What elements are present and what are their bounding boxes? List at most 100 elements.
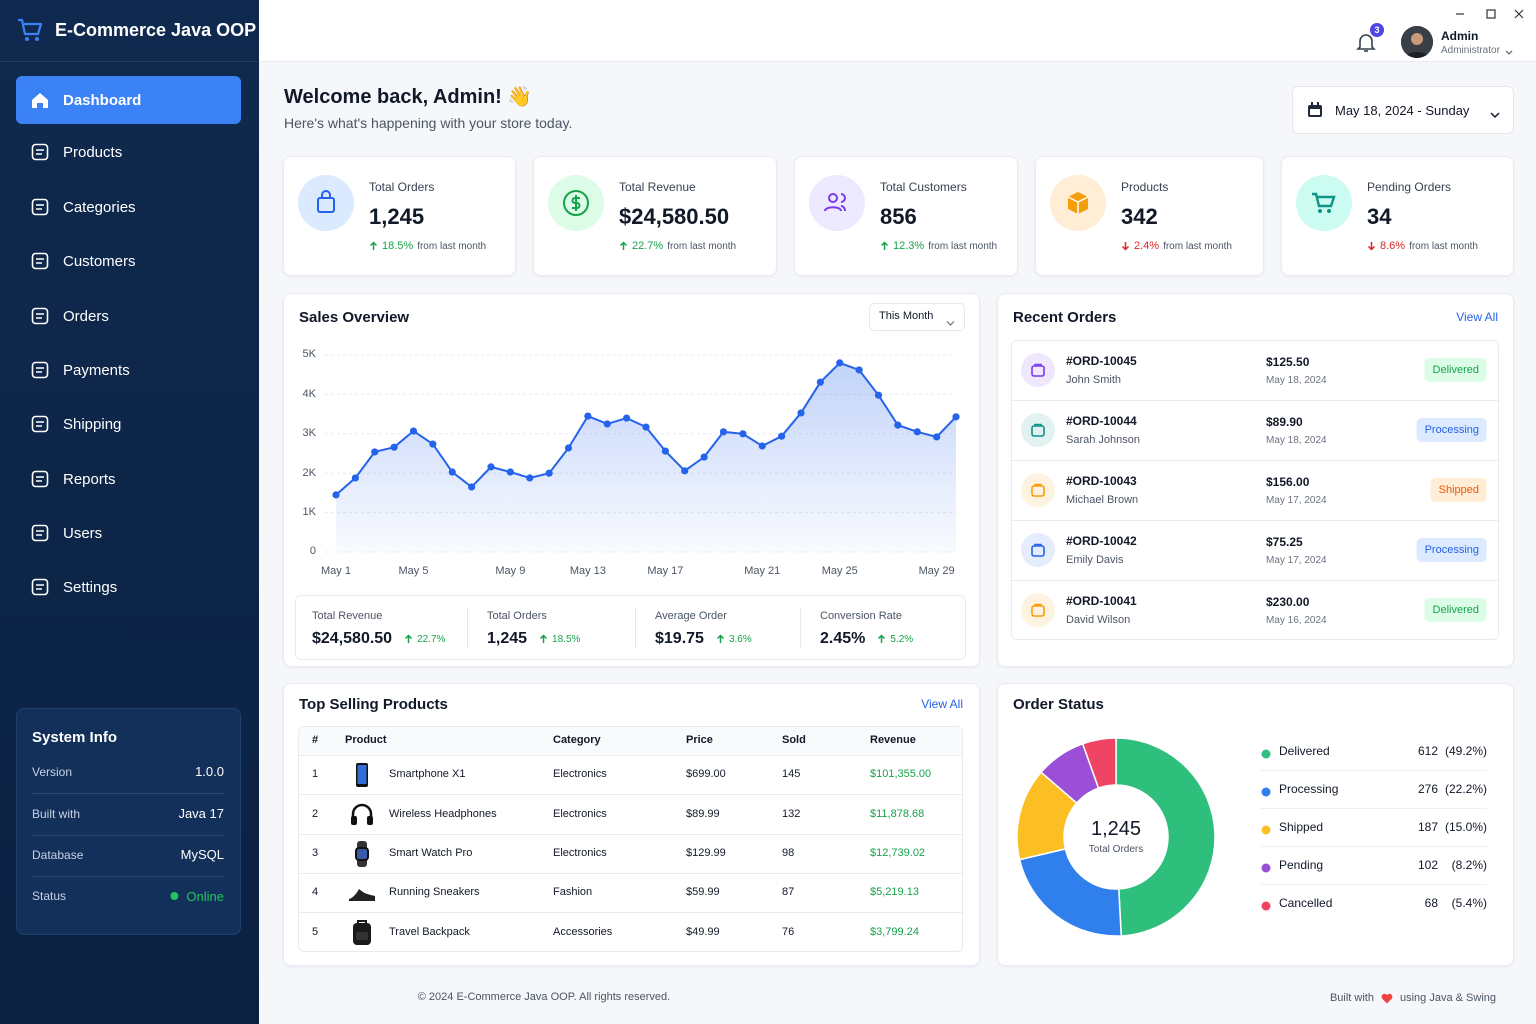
- info-value: Java 17: [178, 805, 224, 821]
- legend-divider: [1260, 808, 1487, 809]
- table-row-divider: [299, 912, 962, 914]
- chart-title: Sales Overview: [299, 308, 410, 326]
- icon-part: [1031, 545, 1045, 557]
- stat-change-note: from last month: [667, 240, 737, 252]
- cart-logo: [18, 18, 43, 41]
- stat-icon: [548, 175, 604, 231]
- order-icon: [1021, 593, 1055, 627]
- summary-change: 18.5%: [552, 633, 581, 645]
- user-name: Admin: [1441, 28, 1479, 43]
- notification-badge: [1369, 22, 1385, 38]
- icon-part: [1261, 749, 1271, 759]
- product-image: [347, 800, 377, 828]
- stat-change-value: 18.5%: [382, 240, 414, 252]
- view-all-link[interactable]: View All: [1456, 309, 1498, 324]
- nav-label[interactable]: Orders: [63, 307, 109, 325]
- icon-part: [31, 578, 49, 596]
- order-id: #ORD-10045: [1066, 353, 1137, 368]
- nav-label[interactable]: Reports: [63, 470, 116, 488]
- stat-icon: [1050, 175, 1106, 231]
- chart-filter[interactable]: [869, 303, 965, 331]
- stat-icon: [1296, 175, 1352, 231]
- summary-label: Conversion Rate: [820, 610, 902, 623]
- summary-label: Total Orders: [487, 610, 547, 623]
- icon-part: [170, 892, 179, 900]
- product-thumbnail: [351, 804, 373, 826]
- table-row-divider: [299, 794, 962, 796]
- nav-label[interactable]: Products: [63, 143, 123, 161]
- icon-part: [351, 804, 373, 819]
- icon-part: [357, 765, 367, 784]
- nav-label[interactable]: Customers: [63, 252, 136, 270]
- table-cell: $12,739.02: [870, 846, 926, 859]
- icon-part: [1367, 242, 1376, 251]
- icon-part: [1034, 363, 1042, 366]
- notification-bell[interactable]: [1354, 30, 1378, 54]
- icon-part: [357, 920, 367, 924]
- icon-part: [36, 149, 44, 155]
- order-status: Delivered: [1424, 358, 1487, 382]
- legend-dot: [1261, 863, 1271, 873]
- product-image: [347, 761, 377, 789]
- nav-glyph: [32, 93, 48, 108]
- summary-value: $19.75: [655, 630, 704, 647]
- icon-part: [36, 313, 44, 319]
- icon-part: [36, 367, 44, 373]
- nav-glyph: [31, 578, 49, 596]
- icon-part: [405, 634, 413, 643]
- table-cell: $699.00: [686, 768, 726, 781]
- legend-marker: [1261, 822, 1271, 835]
- date-picker[interactable]: [1292, 86, 1514, 134]
- nav-glyph: [31, 415, 49, 433]
- order-id: #ORD-10042: [1066, 533, 1137, 548]
- table-cell: $129.99: [686, 846, 726, 859]
- info-value: Online: [186, 888, 224, 904]
- product-thumbnail: [349, 888, 375, 904]
- product-name: Travel Backpack: [389, 925, 470, 938]
- icon-part: [571, 195, 581, 211]
- order-amount: $89.90: [1266, 414, 1303, 429]
- icon-part: [351, 816, 357, 826]
- summary-value: 2.45%: [820, 630, 866, 647]
- order-id: #ORD-10044: [1066, 413, 1137, 428]
- stat-change: 8.6% from last month: [1367, 239, 1478, 253]
- user-menu[interactable]: [1504, 44, 1514, 55]
- nav-glyph: [31, 524, 49, 542]
- table-cell: $89.99: [686, 807, 720, 820]
- order-glyph: [1031, 363, 1045, 377]
- stat-change-value: 12.3%: [893, 240, 925, 252]
- nav-label[interactable]: Users: [63, 524, 103, 542]
- icon-part: [317, 197, 335, 213]
- calendar-glyph: [1308, 102, 1322, 117]
- order-amount: $75.25: [1266, 534, 1303, 549]
- nav-label[interactable]: Categories: [63, 198, 136, 216]
- nav-label[interactable]: Payments: [63, 361, 130, 379]
- icon-part: [36, 584, 44, 590]
- table-header: [299, 727, 962, 754]
- nav-label[interactable]: Dashboard: [63, 91, 142, 109]
- order-amount: $230.00: [1266, 594, 1310, 609]
- avatar-image: [1401, 26, 1433, 58]
- chevron: [1505, 50, 1513, 55]
- icon-part: [1034, 603, 1042, 606]
- nav-label[interactable]: Settings: [63, 578, 118, 596]
- trend-arrow: [369, 241, 378, 250]
- nav-label[interactable]: Shipping: [63, 415, 122, 433]
- nav-item[interactable]: [16, 76, 241, 124]
- view-all-link[interactable]: View All: [921, 696, 963, 711]
- table-header-cell: Revenue: [870, 734, 916, 747]
- status-label: Delivered: [1432, 604, 1479, 616]
- icon-part: [1034, 543, 1042, 546]
- icon-part: [946, 321, 955, 326]
- table-cell: $3,799.24: [870, 925, 919, 938]
- order-glyph: [1031, 483, 1045, 497]
- icon-part: [1381, 993, 1393, 1003]
- icon-part: [1318, 209, 1322, 213]
- legend-dot: [1261, 787, 1271, 797]
- nav-glyph: [31, 470, 49, 488]
- x-tick-label: May 25: [821, 565, 858, 578]
- stat-label: Products: [1121, 179, 1169, 194]
- legend-dot: [1261, 825, 1271, 835]
- icon-part: [1034, 423, 1042, 426]
- order-status: Processing: [1416, 538, 1487, 562]
